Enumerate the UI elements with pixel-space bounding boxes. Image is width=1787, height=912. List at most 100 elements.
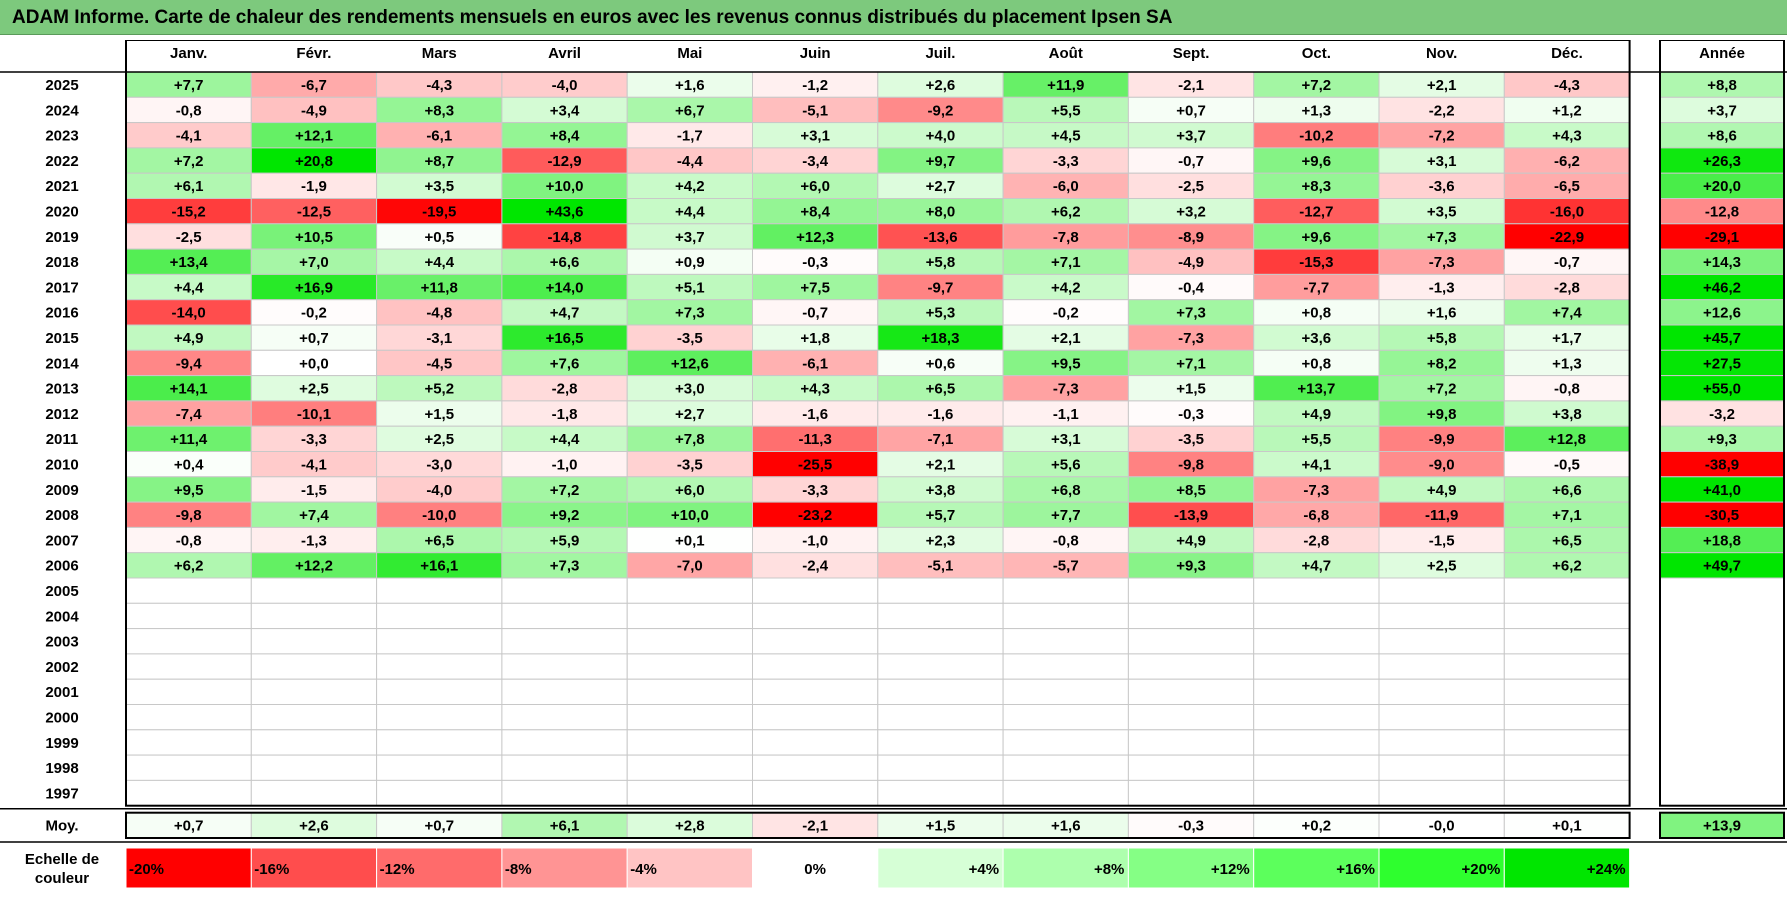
cell-value: +1,6 [675, 77, 705, 94]
heat-cell [752, 678, 879, 706]
heat-cell [125, 628, 252, 655]
heat-cell [1378, 476, 1505, 503]
year-label: 1997 [45, 785, 78, 802]
heat-cell [125, 653, 252, 680]
heat-cell [877, 577, 1004, 604]
heat-cell [501, 400, 628, 427]
year-total-value: +9,3 [1707, 431, 1737, 448]
heat-cell [1002, 754, 1129, 781]
cell-value: +2,5 [424, 431, 454, 448]
cell-value: +3,1 [1051, 431, 1081, 448]
heat-cell [877, 223, 1004, 250]
heat-cell [1378, 653, 1505, 680]
average-value: +1,5 [926, 818, 956, 835]
cell-value: +3,8 [926, 482, 956, 499]
average-label: Moy. [45, 818, 78, 835]
cell-value: -3,5 [1178, 431, 1204, 448]
month-header: Avril [548, 45, 581, 62]
heat-cell [626, 552, 754, 579]
cell-value: -22,9 [1550, 229, 1584, 246]
color-scale-swatch [877, 847, 1004, 889]
heat-cell [501, 96, 628, 124]
cell-value: +5,7 [926, 507, 956, 524]
heat-cell [626, 653, 754, 680]
cell-value: -7,3 [1178, 330, 1204, 347]
month-header: Sept. [1173, 45, 1210, 62]
cell-value: +2,5 [299, 381, 329, 398]
cell-value: -9,0 [1429, 457, 1455, 474]
year-label: 2021 [45, 178, 78, 195]
color-scale-step: -20% [129, 861, 164, 878]
cell-value: -3,5 [677, 330, 703, 347]
heat-cell [501, 602, 628, 630]
cell-value: -4,9 [301, 102, 327, 119]
heat-cell [1378, 704, 1505, 731]
average-value: +6,1 [550, 818, 580, 835]
average-value: +0,1 [1552, 818, 1582, 835]
heat-cell [1127, 577, 1255, 604]
cell-value: +8,4 [550, 128, 580, 145]
heat-cell [752, 96, 879, 124]
heat-cell [752, 704, 879, 731]
cell-value: +13,7 [1297, 381, 1335, 398]
heat-cell [1503, 71, 1631, 98]
average-cell [1503, 812, 1631, 839]
heat-cell [1378, 678, 1505, 706]
year-total-header: Année [1699, 45, 1745, 62]
heatmap: Janv. Févr. Mars Avril Mai Juin Juil. Août Sept.… [0, 40, 1787, 889]
cell-value: -7,4 [176, 406, 203, 423]
heat-cell [1127, 476, 1255, 503]
average-value: +0,7 [424, 818, 454, 835]
cell-value: +0,9 [675, 254, 705, 271]
cell-value: +6,5 [1552, 532, 1582, 549]
year-label: 2025 [45, 77, 78, 94]
color-scale-swatch [1002, 847, 1129, 889]
color-scale-step: +24% [1587, 861, 1626, 878]
heat-cell [1002, 501, 1129, 528]
cell-value: -3,0 [426, 457, 452, 474]
heat-cell [1002, 577, 1129, 604]
heat-cell [877, 96, 1004, 124]
heat-cell [1002, 704, 1129, 731]
average-frame [125, 811, 1631, 840]
heat-cell [877, 628, 1004, 655]
year-label: 2013 [45, 381, 78, 398]
cell-value: -7,3 [1429, 254, 1455, 271]
cell-value: +3,5 [424, 178, 454, 195]
heat-cell [752, 476, 879, 503]
heat-cell [1253, 71, 1380, 98]
cell-value: -7,7 [1303, 279, 1329, 296]
heat-cell [376, 198, 503, 225]
cell-value: +8,3 [424, 102, 454, 119]
cell-value: -4,1 [176, 128, 202, 145]
heat-cell [501, 147, 628, 174]
year-total-value: +27,5 [1703, 355, 1741, 372]
heat-cell [626, 526, 754, 554]
heat-cell [376, 172, 503, 199]
month-header: Nov. [1426, 45, 1457, 62]
cell-value: -7,2 [1429, 128, 1455, 145]
cell-value: +3,5 [1427, 204, 1457, 221]
cell-value: -0,3 [1178, 406, 1204, 423]
cell-value: -6,1 [426, 128, 452, 145]
cell-value: +0,7 [299, 330, 329, 347]
cell-value: -13,6 [923, 229, 957, 246]
cell-value: +20,8 [295, 153, 333, 170]
heat-cell [1378, 602, 1505, 630]
heat-cell [501, 273, 628, 301]
cell-value: +1,8 [800, 330, 830, 347]
cell-value: +9,3 [1176, 558, 1206, 575]
cell-value: +6,5 [926, 381, 956, 398]
year-label: 2009 [45, 482, 78, 499]
color-scale-label: Echelle de [25, 851, 99, 868]
cell-value: -6,7 [301, 77, 327, 94]
heat-cell [626, 223, 754, 250]
cell-value: +18,3 [921, 330, 959, 347]
cell-value: +6,2 [174, 558, 204, 575]
color-scale-swatch [1378, 847, 1505, 889]
cell-value: -3,3 [802, 482, 828, 499]
color-scale-swatch [250, 847, 378, 889]
year-total-value: +45,7 [1703, 330, 1741, 347]
year-total-cell [1659, 198, 1785, 225]
heat-cell [501, 501, 628, 528]
